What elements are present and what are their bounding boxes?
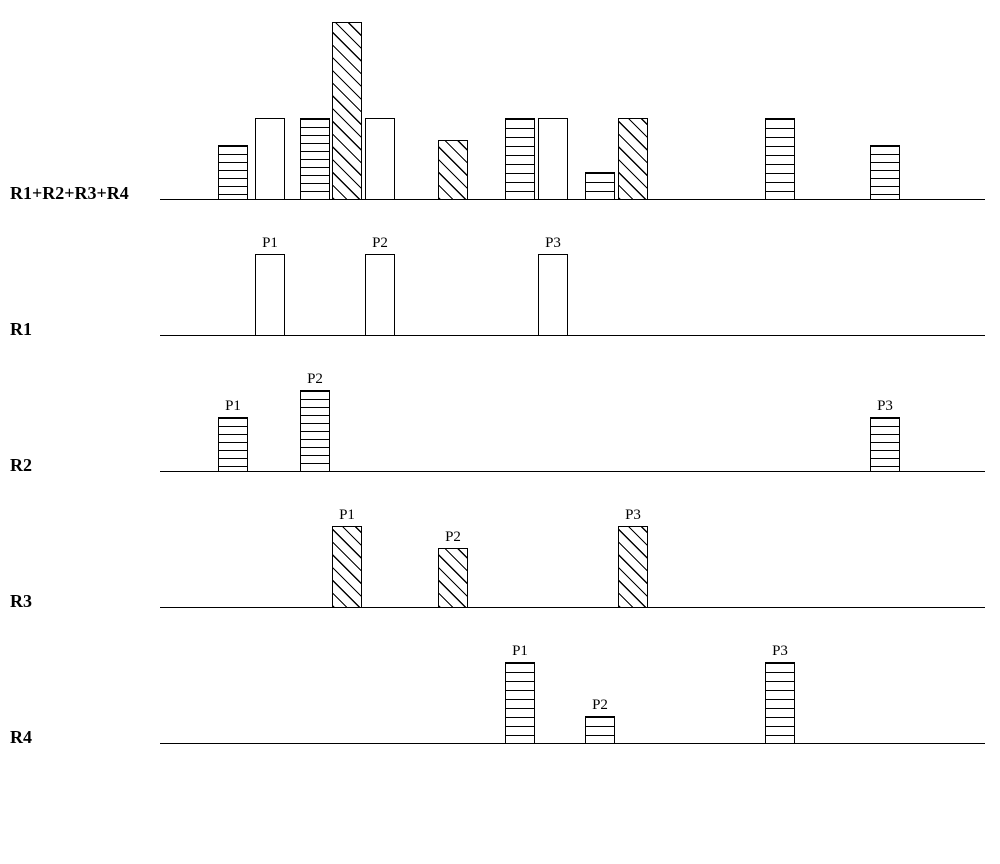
bar-r4-2: P3 (765, 662, 795, 744)
bar-r1-0: P1 (255, 254, 285, 336)
bar-label-r2-0: P1 (219, 398, 247, 415)
row-label-r3: R3 (10, 591, 32, 612)
row-r1: R1P1P2P3 (10, 208, 990, 336)
bar-label-r1-2: P3 (539, 235, 567, 252)
bar-combined-4 (365, 118, 395, 200)
bar-label-r1-1: P2 (366, 235, 394, 252)
row-label-r1: R1 (10, 319, 32, 340)
bar-label-r3-1: P2 (439, 529, 467, 546)
row-label-combined: R1+R2+R3+R4 (10, 183, 129, 204)
pulse-sequence-chart: R1+R2+R3+R4R1P1P2P3R2P1P2P3R3P1P2P3R4P1P… (10, 10, 990, 744)
bar-label-r1-0: P1 (256, 235, 284, 252)
bar-combined-7 (538, 118, 568, 200)
row-label-r2: R2 (10, 455, 32, 476)
bar-label-r2-1: P2 (301, 371, 329, 388)
bar-r3-0: P1 (332, 526, 362, 608)
baseline-r3 (160, 607, 985, 608)
bar-label-r4-1: P2 (586, 697, 614, 714)
row-r3: R3P1P2P3 (10, 480, 990, 608)
row-r2: R2P1P2P3 (10, 344, 990, 472)
bar-label-r4-2: P3 (766, 643, 794, 660)
bar-combined-5 (438, 140, 468, 200)
row-combined: R1+R2+R3+R4 (10, 10, 990, 200)
bar-r3-1: P2 (438, 548, 468, 608)
bar-combined-0 (218, 145, 248, 200)
baseline-r2 (160, 471, 985, 472)
bar-label-r2-2: P3 (871, 398, 899, 415)
bar-r3-2: P3 (618, 526, 648, 608)
bar-combined-3 (332, 22, 362, 200)
bar-r1-2: P3 (538, 254, 568, 336)
row-label-r4: R4 (10, 727, 32, 748)
bar-combined-2 (300, 118, 330, 200)
bar-combined-8 (585, 172, 615, 200)
bar-label-r3-0: P1 (333, 507, 361, 524)
bar-r4-1: P2 (585, 716, 615, 744)
bar-r2-1: P2 (300, 390, 330, 472)
row-r4: R4P1P2P3 (10, 616, 990, 744)
bar-r4-0: P1 (505, 662, 535, 744)
bar-r1-1: P2 (365, 254, 395, 336)
bar-r2-2: P3 (870, 417, 900, 472)
bar-combined-10 (765, 118, 795, 200)
baseline-r4 (160, 743, 985, 744)
bar-r2-0: P1 (218, 417, 248, 472)
bar-combined-1 (255, 118, 285, 200)
bar-label-r4-0: P1 (506, 643, 534, 660)
bar-combined-6 (505, 118, 535, 200)
bar-combined-9 (618, 118, 648, 200)
bar-combined-11 (870, 145, 900, 200)
bar-label-r3-2: P3 (619, 507, 647, 524)
